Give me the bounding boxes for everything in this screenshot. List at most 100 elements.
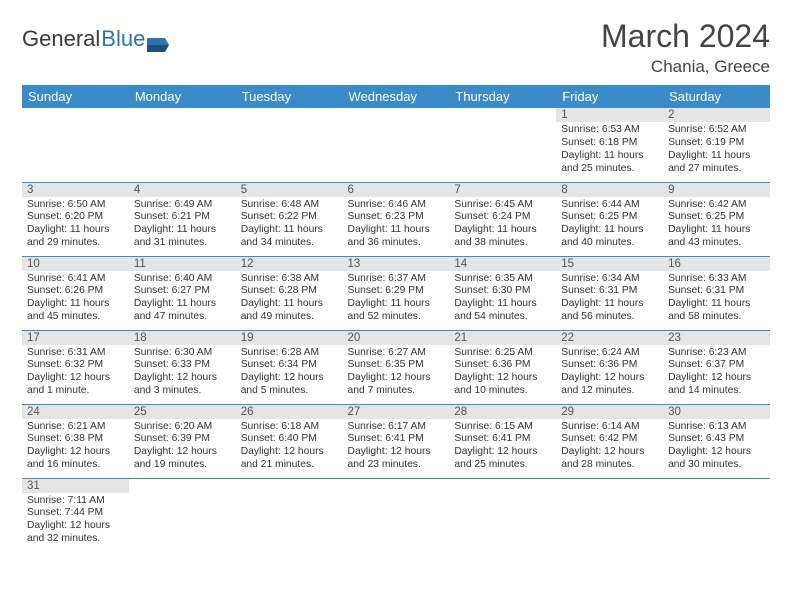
col-thursday: Thursday: [449, 85, 556, 108]
day-cell: 16Sunrise: 6:33 AMSunset: 6:31 PMDayligh…: [663, 256, 770, 330]
day-line: Sunset: 6:20 PM: [27, 211, 124, 224]
day-number: [343, 108, 450, 123]
day-details: Sunrise: 6:53 AMSunset: 6:18 PMDaylight:…: [556, 122, 663, 179]
day-line: and 56 minutes.: [561, 311, 658, 324]
day-line: Sunrise: 6:15 AM: [454, 421, 551, 434]
day-line: Sunrise: 6:45 AM: [454, 199, 551, 212]
day-line: Sunrise: 6:34 AM: [561, 273, 658, 286]
day-line: Sunset: 6:27 PM: [134, 285, 231, 298]
day-cell: [449, 108, 556, 182]
day-line: and 40 minutes.: [561, 237, 658, 250]
col-monday: Monday: [129, 85, 236, 108]
day-line: Sunset: 6:34 PM: [241, 359, 338, 372]
day-cell: [236, 478, 343, 552]
day-line: Sunrise: 6:23 AM: [668, 347, 765, 360]
day-details: Sunrise: 6:38 AMSunset: 6:28 PMDaylight:…: [236, 271, 343, 328]
day-cell: 10Sunrise: 6:41 AMSunset: 6:26 PMDayligh…: [22, 256, 129, 330]
day-cell: 13Sunrise: 6:37 AMSunset: 6:29 PMDayligh…: [343, 256, 450, 330]
week-row: 10Sunrise: 6:41 AMSunset: 6:26 PMDayligh…: [22, 256, 770, 330]
day-cell: 24Sunrise: 6:21 AMSunset: 6:38 PMDayligh…: [22, 404, 129, 478]
day-line: Daylight: 12 hours: [241, 372, 338, 385]
day-line: and 58 minutes.: [668, 311, 765, 324]
day-line: Daylight: 12 hours: [134, 446, 231, 459]
day-line: Sunset: 6:37 PM: [668, 359, 765, 372]
day-cell: 23Sunrise: 6:23 AMSunset: 6:37 PMDayligh…: [663, 330, 770, 404]
col-tuesday: Tuesday: [236, 85, 343, 108]
day-cell: 8Sunrise: 6:44 AMSunset: 6:25 PMDaylight…: [556, 182, 663, 256]
day-number: 31: [22, 479, 129, 493]
day-header-row: Sunday Monday Tuesday Wednesday Thursday…: [22, 85, 770, 108]
day-line: Sunset: 6:31 PM: [561, 285, 658, 298]
day-cell: 30Sunrise: 6:13 AMSunset: 6:43 PMDayligh…: [663, 404, 770, 478]
col-wednesday: Wednesday: [343, 85, 450, 108]
day-line: Daylight: 11 hours: [348, 298, 445, 311]
day-line: Daylight: 12 hours: [348, 446, 445, 459]
day-line: Sunrise: 6:28 AM: [241, 347, 338, 360]
day-line: Sunrise: 6:52 AM: [668, 124, 765, 137]
day-line: Sunset: 6:35 PM: [348, 359, 445, 372]
day-line: Sunrise: 6:18 AM: [241, 421, 338, 434]
day-line: and 21 minutes.: [241, 459, 338, 472]
day-cell: 28Sunrise: 6:15 AMSunset: 6:41 PMDayligh…: [449, 404, 556, 478]
day-line: Daylight: 11 hours: [348, 224, 445, 237]
day-details: Sunrise: 6:15 AMSunset: 6:41 PMDaylight:…: [449, 419, 556, 476]
day-cell: [663, 478, 770, 552]
day-details: Sunrise: 6:17 AMSunset: 6:41 PMDaylight:…: [343, 419, 450, 476]
day-number: 30: [663, 405, 770, 419]
day-cell: 20Sunrise: 6:27 AMSunset: 6:35 PMDayligh…: [343, 330, 450, 404]
day-details: Sunrise: 6:18 AMSunset: 6:40 PMDaylight:…: [236, 419, 343, 476]
day-number: 26: [236, 405, 343, 419]
day-line: and 19 minutes.: [134, 459, 231, 472]
day-details: Sunrise: 6:52 AMSunset: 6:19 PMDaylight:…: [663, 122, 770, 179]
day-details: Sunrise: 6:24 AMSunset: 6:36 PMDaylight:…: [556, 345, 663, 402]
day-number: 23: [663, 331, 770, 345]
logo: GeneralBlue: [22, 26, 169, 52]
day-details: Sunrise: 6:20 AMSunset: 6:39 PMDaylight:…: [129, 419, 236, 476]
day-line: Sunset: 6:25 PM: [561, 211, 658, 224]
day-number: [663, 479, 770, 494]
day-details: Sunrise: 6:46 AMSunset: 6:23 PMDaylight:…: [343, 197, 450, 254]
day-number: 15: [556, 257, 663, 271]
day-line: Daylight: 12 hours: [27, 520, 124, 533]
day-line: Daylight: 12 hours: [561, 372, 658, 385]
day-line: Sunset: 6:19 PM: [668, 137, 765, 150]
week-row: 1Sunrise: 6:53 AMSunset: 6:18 PMDaylight…: [22, 108, 770, 182]
day-line: Sunrise: 6:25 AM: [454, 347, 551, 360]
day-details: Sunrise: 6:50 AMSunset: 6:20 PMDaylight:…: [22, 197, 129, 254]
day-line: and 3 minutes.: [134, 385, 231, 398]
day-cell: 19Sunrise: 6:28 AMSunset: 6:34 PMDayligh…: [236, 330, 343, 404]
day-details: Sunrise: 6:45 AMSunset: 6:24 PMDaylight:…: [449, 197, 556, 254]
day-line: Sunset: 6:42 PM: [561, 433, 658, 446]
day-line: Daylight: 12 hours: [348, 372, 445, 385]
day-line: Sunrise: 6:35 AM: [454, 273, 551, 286]
day-cell: 25Sunrise: 6:20 AMSunset: 6:39 PMDayligh…: [129, 404, 236, 478]
day-details: Sunrise: 6:44 AMSunset: 6:25 PMDaylight:…: [556, 197, 663, 254]
day-line: and 29 minutes.: [27, 237, 124, 250]
day-number: 29: [556, 405, 663, 419]
day-line: Sunset: 6:31 PM: [668, 285, 765, 298]
day-line: Sunrise: 6:50 AM: [27, 199, 124, 212]
day-line: Sunset: 6:30 PM: [454, 285, 551, 298]
day-details: Sunrise: 6:27 AMSunset: 6:35 PMDaylight:…: [343, 345, 450, 402]
day-line: Sunrise: 6:14 AM: [561, 421, 658, 434]
day-line: Sunrise: 6:38 AM: [241, 273, 338, 286]
day-number: [236, 479, 343, 494]
day-line: Sunrise: 6:20 AM: [134, 421, 231, 434]
day-line: Sunset: 6:25 PM: [668, 211, 765, 224]
flag-icon: [147, 32, 169, 46]
day-line: and 31 minutes.: [134, 237, 231, 250]
day-cell: 4Sunrise: 6:49 AMSunset: 6:21 PMDaylight…: [129, 182, 236, 256]
day-details: Sunrise: 6:48 AMSunset: 6:22 PMDaylight:…: [236, 197, 343, 254]
day-line: Daylight: 11 hours: [27, 224, 124, 237]
calendar-body: 1Sunrise: 6:53 AMSunset: 6:18 PMDaylight…: [22, 108, 770, 552]
day-number: 22: [556, 331, 663, 345]
day-cell: 26Sunrise: 6:18 AMSunset: 6:40 PMDayligh…: [236, 404, 343, 478]
day-line: Sunset: 6:32 PM: [27, 359, 124, 372]
col-friday: Friday: [556, 85, 663, 108]
day-line: Daylight: 11 hours: [27, 298, 124, 311]
day-cell: 11Sunrise: 6:40 AMSunset: 6:27 PMDayligh…: [129, 256, 236, 330]
day-number: 12: [236, 257, 343, 271]
day-line: Sunrise: 6:40 AM: [134, 273, 231, 286]
day-line: Sunset: 6:43 PM: [668, 433, 765, 446]
day-line: and 32 minutes.: [27, 533, 124, 546]
